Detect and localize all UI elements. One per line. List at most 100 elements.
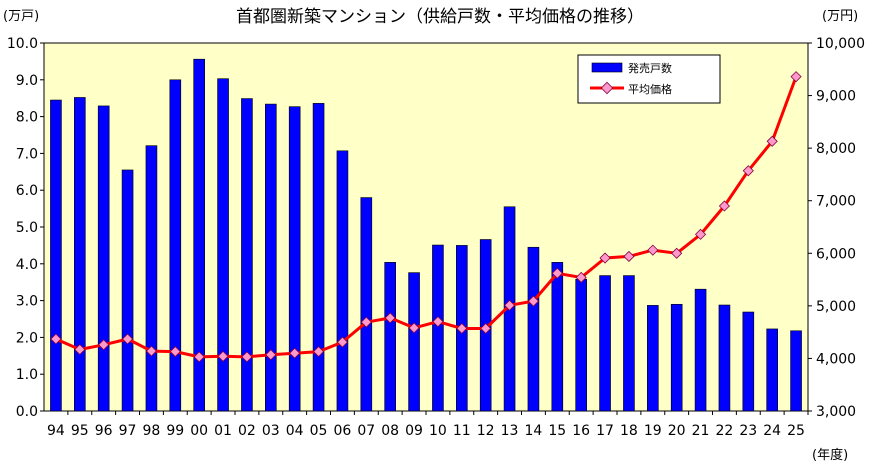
bar xyxy=(527,246,540,412)
x-tick-label: 16 xyxy=(572,423,590,439)
x-tick-label: 11 xyxy=(453,423,471,439)
x-tick-label: 17 xyxy=(596,423,614,439)
price-point xyxy=(551,267,563,279)
x-axis-unit: (年度) xyxy=(812,447,848,463)
left-tick-label: 4.0 xyxy=(16,257,38,273)
x-tick-label: 08 xyxy=(381,423,399,439)
price-point xyxy=(503,299,516,311)
x-tick-label: 25 xyxy=(787,423,805,439)
price-point xyxy=(193,351,205,363)
x-tick-label: 22 xyxy=(716,423,734,439)
left-tick-label: 9.0 xyxy=(16,73,38,89)
bar xyxy=(121,169,134,412)
right-tick-label: 6,000 xyxy=(816,246,856,262)
x-tick-label: 15 xyxy=(548,423,566,439)
price-point xyxy=(265,349,277,361)
bar xyxy=(790,330,802,412)
right-tick-label: 10,000 xyxy=(816,36,865,52)
bar xyxy=(432,244,444,412)
left-tick-label: 5.0 xyxy=(16,220,38,236)
right-tick-label: 9,000 xyxy=(816,89,856,105)
x-tick-label: 00 xyxy=(190,423,208,439)
right-tick-label: 4,000 xyxy=(816,351,856,367)
bar xyxy=(575,278,587,412)
price-point xyxy=(527,295,540,307)
bar xyxy=(694,288,707,412)
legend-swatch-bar xyxy=(591,62,623,73)
bar xyxy=(74,97,86,412)
right-axis-unit: (万円) xyxy=(822,9,858,24)
bar xyxy=(265,103,277,412)
price-point xyxy=(766,135,778,147)
legend-label-bar: 発売戸数 xyxy=(628,61,672,75)
bar xyxy=(384,262,396,412)
price-point xyxy=(121,333,134,345)
price-point xyxy=(145,345,158,357)
price-point xyxy=(289,347,301,359)
x-tick-label: 01 xyxy=(214,423,232,439)
x-tick-label: 07 xyxy=(357,423,375,439)
bar xyxy=(288,106,301,412)
price-point xyxy=(50,333,62,345)
x-tick-label: 99 xyxy=(166,423,184,439)
bar xyxy=(312,103,325,412)
x-tick-label: 98 xyxy=(143,423,161,439)
price-point xyxy=(432,316,444,328)
plot-area: 0.0 1.0 2.0 3.0 4.0 5.0 6.0 7.0 8.0 9.0 10.0 3,000 4… xyxy=(7,36,865,439)
price-point xyxy=(742,165,754,177)
bar xyxy=(766,328,778,412)
bar xyxy=(623,275,635,412)
x-tick-label: 10 xyxy=(429,423,447,439)
left-tick-label: 3.0 xyxy=(16,294,38,310)
right-tick-label: 5,000 xyxy=(816,299,856,315)
left-axis-unit: (万戸) xyxy=(3,9,39,24)
bar xyxy=(360,197,373,412)
x-tick-label: 24 xyxy=(763,423,781,439)
price-point xyxy=(169,346,181,358)
x-tick-label: 97 xyxy=(119,423,137,439)
left-tick-label: 2.0 xyxy=(16,330,38,346)
left-tick-label: 1.0 xyxy=(16,367,38,383)
bar xyxy=(50,99,62,412)
bar xyxy=(217,78,229,412)
price-point xyxy=(790,71,802,83)
price-point xyxy=(647,244,659,256)
bar xyxy=(670,303,683,412)
price-point xyxy=(480,322,492,335)
x-tick-label: 18 xyxy=(620,423,638,439)
price-point xyxy=(623,250,635,263)
x-tick-label: 04 xyxy=(286,423,304,439)
chart-title: 首都圏新築マンション（供給戸数・平均価格の推移） xyxy=(236,7,644,27)
x-tick-label: 03 xyxy=(262,423,280,439)
x-tick-label: 06 xyxy=(334,423,352,439)
price-point xyxy=(360,316,372,328)
bar xyxy=(551,262,564,412)
left-tick-label: 7.0 xyxy=(16,146,38,162)
x-tick-label: 13 xyxy=(501,423,519,439)
bar xyxy=(336,150,349,412)
price-point xyxy=(599,252,611,264)
x-tick-label: 12 xyxy=(477,423,495,439)
bar xyxy=(241,98,253,412)
x-tick-label: 94 xyxy=(47,423,65,439)
bar xyxy=(97,105,110,412)
right-tick-label: 3,000 xyxy=(816,404,856,420)
x-tick-label: 23 xyxy=(739,423,757,439)
left-tick-label: 0.0 xyxy=(16,404,38,420)
price-point xyxy=(241,351,253,363)
price-point xyxy=(384,312,396,324)
x-tick-label: 09 xyxy=(405,423,423,439)
x-tick-label: 96 xyxy=(95,423,113,439)
price-point xyxy=(456,322,468,335)
right-tick-label: 8,000 xyxy=(816,141,856,157)
bar xyxy=(647,305,659,412)
price-point xyxy=(575,271,587,284)
legend-swatch-marker xyxy=(600,81,614,95)
x-tick-label: 19 xyxy=(644,423,662,439)
x-tick-label: 05 xyxy=(310,423,328,439)
x-tick-label: 14 xyxy=(525,423,543,439)
bar xyxy=(742,311,755,412)
x-tick-label: 95 xyxy=(71,423,89,439)
price-point xyxy=(336,336,349,348)
